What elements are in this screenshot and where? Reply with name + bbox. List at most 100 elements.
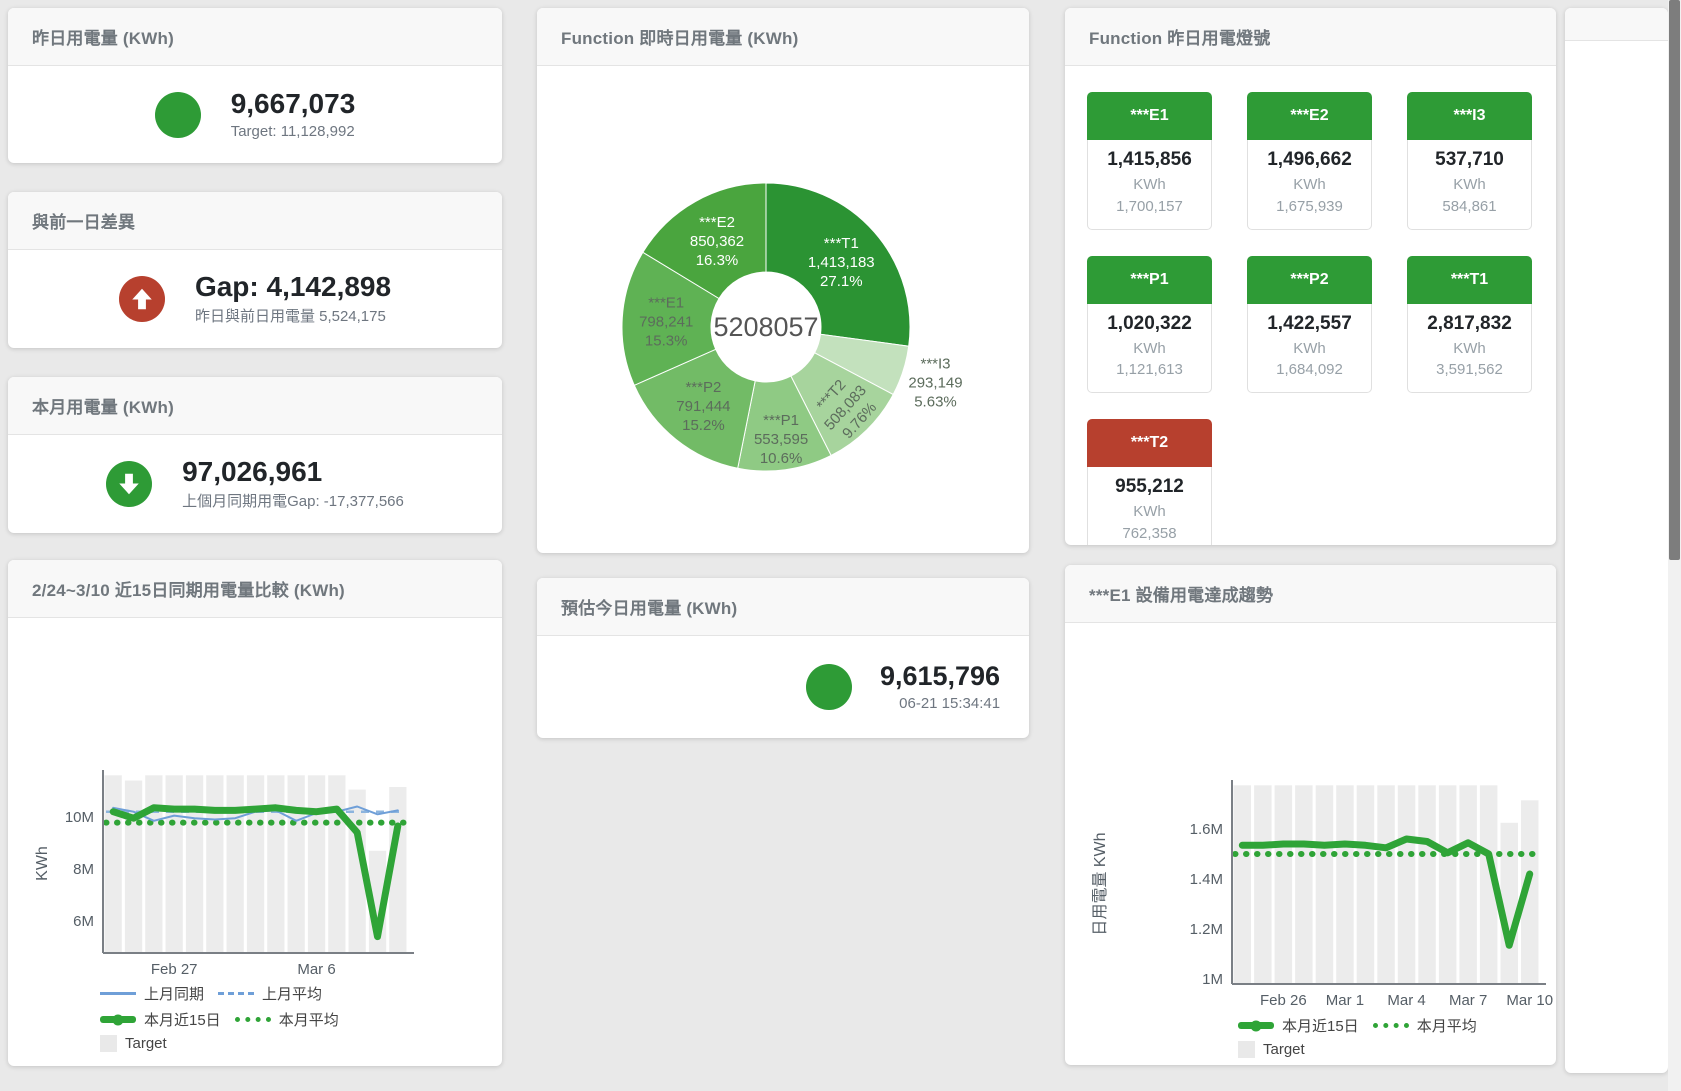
legend-item: 本月平均 xyxy=(234,1009,339,1030)
legend-item: 本月近15日 xyxy=(1238,1015,1359,1036)
gap-value: Gap: 4,142,898 xyxy=(194,270,392,302)
card-title: 昨日用電量 (KWh) xyxy=(32,29,174,48)
legend-marker-icon xyxy=(1372,1023,1409,1028)
svg-text:Feb 27: Feb 27 xyxy=(151,961,198,978)
legend-label: 上月同期 xyxy=(144,986,205,1003)
legend-marker-icon xyxy=(100,1035,117,1052)
svg-text:KWh: KWh xyxy=(34,846,51,881)
scrollbar-thumb[interactable] xyxy=(1669,0,1680,560)
legend-item: 上月同期 xyxy=(100,983,204,1004)
card-status-lights: Function 昨日用電燈號 ***E1 1,415,856 KWh 1,700,1… xyxy=(1065,8,1556,545)
tile-body: 2,817,832 KWh 3,591,562 xyxy=(1407,303,1532,393)
card-header: 昨日用電量 (KWh) xyxy=(8,8,502,66)
tile-label: ***E2 xyxy=(1247,92,1372,140)
legend-label: 本月平均 xyxy=(1416,1018,1477,1035)
legend-label: Target xyxy=(1263,1041,1305,1058)
status-tile-e2: ***E2 1,496,662 KWh 1,675,939 xyxy=(1247,92,1372,230)
card-yesterday-usage: 昨日用電量 (KWh) 9,667,073 Target: 11,128,992 xyxy=(8,8,502,163)
tile-value: 2,817,832 xyxy=(1427,312,1512,334)
scrollbar-track[interactable] xyxy=(1668,0,1681,1091)
status-tiles-grid: ***E1 1,415,856 KWh 1,700,157 ***E2 1,496,662… xyxy=(1087,92,1556,545)
status-tile-t1: ***T1 2,817,832 KWh 3,591,562 xyxy=(1407,255,1532,393)
tile-target: 1,675,939 xyxy=(1276,197,1343,215)
legend-marker-icon xyxy=(1238,1022,1274,1029)
card-title: 2/24~3/10 近15日同期用電量比較 (KWh) xyxy=(32,581,345,600)
tile-body: 1,415,856 KWh 1,700,157 xyxy=(1087,140,1212,230)
card-title: Function 昨日用電燈號 xyxy=(1089,29,1271,48)
legend-marker-icon xyxy=(100,1016,136,1023)
legend-item: Target xyxy=(1238,1041,1305,1058)
card-header: Function 即時日用電量 (KWh) xyxy=(537,8,1029,66)
svg-text:日用電量 KWh: 日用電量 KWh xyxy=(1092,832,1109,935)
card-header: ***E1 設備用電達成趨勢 xyxy=(1065,565,1556,623)
status-tile-e1: ***E1 1,415,856 KWh 1,700,157 xyxy=(1087,92,1212,230)
svg-text:1.6M: 1.6M xyxy=(1190,821,1223,838)
card-title: Function 即時日用電量 (KWh) xyxy=(561,29,799,48)
legend-marker-icon xyxy=(1238,1041,1255,1058)
card-title: ***E1 設備用電達成趨勢 xyxy=(1089,586,1274,605)
compare-chart-legend: 上月同期 上月平均 本月近15日 本月平均 Target xyxy=(100,983,502,1052)
month-usage-gap: 上個月同期用電Gap: -17,377,566 xyxy=(182,493,404,511)
svg-text:6M: 6M xyxy=(73,913,94,930)
tile-unit: KWh xyxy=(1293,176,1326,193)
svg-text:Mar 4: Mar 4 xyxy=(1387,992,1425,1009)
month-usage-value: 97,026,961 xyxy=(182,455,323,487)
tile-label: ***E1 xyxy=(1087,92,1212,140)
tile-body: 1,020,322 KWh 1,121,613 xyxy=(1087,303,1212,393)
tile-unit: KWh xyxy=(1453,339,1486,357)
svg-text:1.4M: 1.4M xyxy=(1190,871,1223,888)
tile-body: 1,422,557 KWh 1,684,092 xyxy=(1247,303,1372,393)
gap-subtext: 昨日與前日用電量 5,524,175 xyxy=(194,308,386,326)
realtime-usage-donut-chart: ***T1 1,413,183 27.1%***I3 293,149 5.63%***T… xyxy=(621,182,963,472)
card-header: 預估今日用電量 (KWh) xyxy=(537,578,1029,636)
svg-text:Mar 6: Mar 6 xyxy=(297,961,335,978)
compare-line-chart: 6M 8M 10M Feb 27 Mar 6 KWh xyxy=(34,770,414,978)
svg-text:Feb 26: Feb 26 xyxy=(1260,992,1307,1009)
card-header: 本月用電量 (KWh) xyxy=(8,377,502,435)
tile-value: 1,496,662 xyxy=(1267,149,1352,170)
tile-label: ***T1 xyxy=(1407,255,1532,304)
tile-label: ***P2 xyxy=(1247,255,1372,304)
svg-text:Mar 7: Mar 7 xyxy=(1449,992,1487,1009)
legend-item: 上月平均 xyxy=(218,983,322,1004)
svg-text:10M: 10M xyxy=(65,809,94,826)
card-header: 與前一日差異 xyxy=(8,192,502,250)
tile-body: 537,710 KWh 584,861 xyxy=(1407,140,1532,230)
partial-card xyxy=(1565,8,1668,1073)
svg-text:5208057: 5208057 xyxy=(713,312,818,342)
card-title: 預估今日用電量 (KWh) xyxy=(561,599,738,618)
status-tile-t2: ***T2 955,212 KWh 762,358 xyxy=(1087,419,1212,545)
card-header: 2/24~3/10 近15日同期用電量比較 (KWh) xyxy=(8,560,502,618)
status-circle-icon xyxy=(805,664,852,710)
card-header xyxy=(1565,8,1668,41)
arrow-down-icon xyxy=(106,461,153,507)
legend-item: Target xyxy=(100,1035,167,1052)
card-month-usage: 本月用電量 (KWh) 97,026,961 上個月同期用電Gap: -17,3… xyxy=(8,377,502,533)
tile-unit: KWh xyxy=(1133,503,1166,520)
card-compare-chart: 2/24~3/10 近15日同期用電量比較 (KWh) 6M 8M 10M Feb 2… xyxy=(8,560,502,1066)
tile-value: 1,422,557 xyxy=(1267,312,1352,334)
legend-marker-icon xyxy=(234,1017,271,1022)
tile-target: 584,861 xyxy=(1442,197,1497,215)
legend-label: Target xyxy=(125,1035,167,1052)
card-header: Function 昨日用電燈號 xyxy=(1065,8,1556,66)
estimate-timestamp: 06-21 15:34:41 xyxy=(899,694,1001,712)
tile-target: 1,121,613 xyxy=(1116,361,1183,379)
card-realtime-donut: Function 即時日用電量 (KWh) ***T1 1,413,183 27.1… xyxy=(537,8,1029,553)
svg-text:1M: 1M xyxy=(1202,971,1223,988)
svg-text:Mar 10: Mar 10 xyxy=(1506,992,1553,1009)
legend-label: 本月平均 xyxy=(278,1012,339,1029)
tile-target: 1,684,092 xyxy=(1276,361,1343,379)
status-tile-p1: ***P1 1,020,322 KWh 1,121,613 xyxy=(1087,255,1212,393)
arrow-up-icon xyxy=(118,276,165,322)
yesterday-usage-target: Target: 11,128,992 xyxy=(230,122,355,140)
status-circle-icon xyxy=(154,91,201,138)
tile-body: 1,496,662 KWh 1,675,939 xyxy=(1247,140,1372,230)
svg-text:Mar 1: Mar 1 xyxy=(1326,992,1364,1009)
tile-unit: KWh xyxy=(1293,339,1326,357)
